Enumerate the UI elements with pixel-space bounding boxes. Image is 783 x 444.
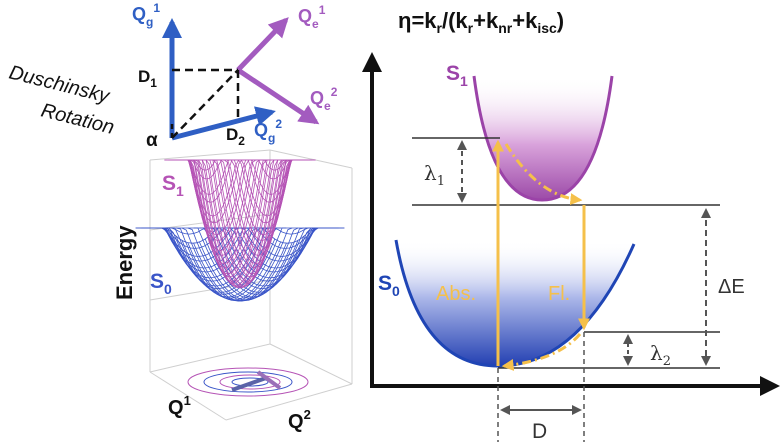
floor-contour-ring	[219, 374, 281, 390]
q1-axis-label: Q1	[168, 393, 191, 419]
s1-surface-mesh	[164, 159, 316, 289]
diagram-s1-main: S	[446, 62, 460, 85]
floor-contour-ring	[203, 371, 293, 393]
qg1-main: Q	[132, 4, 146, 24]
floor-contour-ring	[187, 367, 309, 397]
floor-contour-ring	[231, 377, 269, 387]
efficiency-formula: η=kr/(kr+knr+kisc)	[398, 8, 564, 36]
delta-e-label: ΔE	[718, 276, 745, 298]
s0-relaxation-path	[501, 333, 582, 371]
formula-close: )	[557, 8, 564, 33]
qe2-sup: 2	[331, 85, 338, 99]
q2-sup: 2	[304, 407, 311, 422]
surface-s1-label: S1	[162, 172, 184, 199]
lambda2-label: λ2	[650, 341, 671, 369]
formula-mid: /(k	[442, 8, 468, 33]
s1-mesh-line	[175, 159, 252, 217]
surface-s1-main: S	[162, 172, 176, 195]
formula-eta: η=k	[398, 8, 437, 33]
qg1-sub: g	[146, 15, 153, 29]
qe1-sup: 1	[319, 3, 326, 17]
energy-axis-label: Energy	[112, 225, 137, 300]
s1-well-fill	[474, 76, 612, 200]
s1-mesh-line	[228, 159, 305, 217]
energy-diagram: λ1 λ2 ΔE Abs. Fl. D S1 S0	[362, 52, 780, 443]
d2-label: D2	[226, 125, 245, 148]
rotation-title-line1: Duschinsky	[7, 62, 113, 108]
diagonal-projection	[171, 69, 239, 139]
floor-ground-axis	[231, 376, 267, 392]
formula-sub-isc: isc	[537, 20, 557, 36]
s1-curve	[472, 75, 614, 202]
diagram-s0-label: S0	[378, 272, 400, 299]
lambda1-main: λ	[424, 161, 437, 185]
formula-sub-r: r	[437, 20, 443, 36]
d1-label: D1	[138, 67, 157, 90]
qg2-sup: 2	[275, 117, 282, 131]
qe2-label: Qe2	[310, 85, 338, 113]
fluorescence-label: Fl.	[548, 283, 570, 305]
floor-excited-axis	[256, 370, 282, 390]
qg1-label: Qg1	[132, 1, 160, 29]
qe1-sub: e	[312, 17, 319, 31]
qe1-label: Qe1	[298, 3, 326, 31]
diagram-s1-label: S1	[446, 62, 468, 89]
d1-main: D	[138, 67, 150, 86]
qe2-main: Q	[310, 88, 324, 108]
s0-mesh-line	[240, 227, 345, 244]
s0-mesh-line	[234, 227, 339, 257]
absorption-label: Abs.	[436, 283, 476, 305]
d1-sub: 1	[150, 76, 157, 90]
s0-well-fill	[396, 240, 634, 366]
lambda1-sub: 1	[437, 174, 445, 189]
d2-main: D	[226, 125, 238, 144]
diagram-s0-main: S	[378, 272, 392, 295]
surface-s0-sub: 0	[164, 281, 172, 297]
surface-panel: S1 S0 Energy Q1 Q2	[112, 149, 353, 433]
diagram-s1-sub: 1	[460, 73, 468, 89]
qe1-axis	[236, 17, 289, 72]
s0-mesh-line	[135, 227, 240, 244]
formula-sub-r-2: r	[468, 20, 474, 36]
formula-plus: +k	[473, 8, 499, 33]
q1-main: Q	[168, 397, 184, 419]
formula-sub-nr: nr	[498, 20, 513, 36]
floor-contours	[187, 367, 309, 397]
qg2-main: Q	[254, 120, 268, 140]
qe1-main: Q	[298, 6, 312, 26]
qg2-axis	[171, 106, 276, 141]
d2-sub: 2	[238, 134, 245, 148]
qe2-axis	[236, 67, 320, 125]
lambda2-sub: 2	[663, 354, 671, 369]
formula-plus-2: +k	[512, 8, 538, 33]
qg2-label: Qg2	[254, 117, 282, 145]
q2-axis-label: Q2	[288, 407, 311, 433]
surface-s0-label: S0	[150, 270, 172, 297]
qg1-sup: 1	[153, 1, 160, 15]
lambda2-main: λ	[650, 341, 663, 365]
qg2-sub: g	[268, 131, 275, 145]
diagram-s0-sub: 0	[392, 283, 400, 299]
alpha-label: α	[146, 130, 158, 151]
displacement-label: D	[532, 420, 547, 443]
lambda1-label: λ1	[424, 161, 445, 189]
surface-s1-sub: 1	[176, 183, 184, 199]
q1-sup: 1	[184, 393, 191, 408]
surface-s0-main: S	[150, 270, 164, 293]
q2-main: Q	[288, 411, 304, 433]
qe2-sub: e	[324, 99, 331, 113]
duschinsky-panel: Duschinsky Rotation Qg1 Qg2 Qe1 Qe2 D1 D…	[7, 1, 338, 151]
s0-mesh-line	[153, 227, 258, 279]
